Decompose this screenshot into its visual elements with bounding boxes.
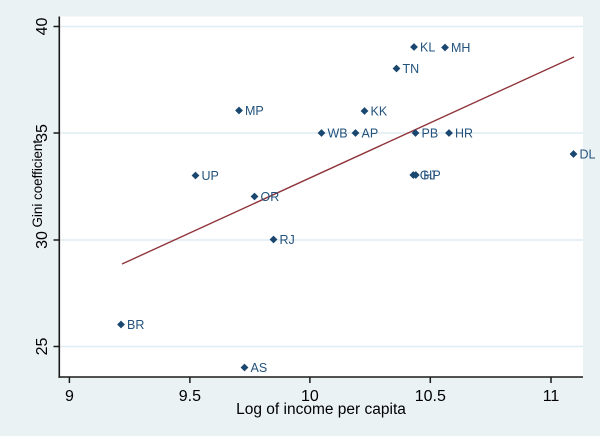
svg-text:35: 35 (34, 124, 51, 142)
svg-text:Gini coefficient: Gini coefficient (30, 140, 45, 228)
svg-text:MH: MH (451, 41, 470, 55)
svg-text:HP: HP (423, 169, 440, 183)
svg-text:Log of income per capita: Log of income per capita (236, 401, 406, 418)
svg-text:11: 11 (543, 388, 560, 405)
svg-text:AS: AS (251, 361, 268, 375)
svg-text:KL: KL (420, 41, 435, 55)
svg-text:DL: DL (580, 148, 596, 162)
svg-text:OR: OR (261, 190, 280, 204)
svg-text:UP: UP (202, 169, 219, 183)
svg-text:BR: BR (127, 318, 144, 332)
svg-text:30: 30 (34, 231, 51, 249)
svg-text:9: 9 (65, 388, 74, 405)
svg-text:10.5: 10.5 (415, 388, 446, 405)
svg-text:40: 40 (34, 18, 51, 36)
svg-text:RJ: RJ (280, 233, 295, 247)
svg-text:25: 25 (34, 338, 51, 356)
svg-text:HR: HR (455, 127, 473, 141)
svg-text:KK: KK (371, 105, 388, 119)
svg-text:PB: PB (422, 127, 439, 141)
svg-text:MP: MP (245, 104, 264, 118)
svg-text:10: 10 (301, 388, 319, 405)
svg-text:WB: WB (328, 127, 348, 141)
svg-text:GJ: GJ (420, 169, 436, 183)
svg-text:TN: TN (403, 62, 420, 76)
svg-text:AP: AP (362, 127, 379, 141)
svg-text:9.5: 9.5 (179, 388, 201, 405)
